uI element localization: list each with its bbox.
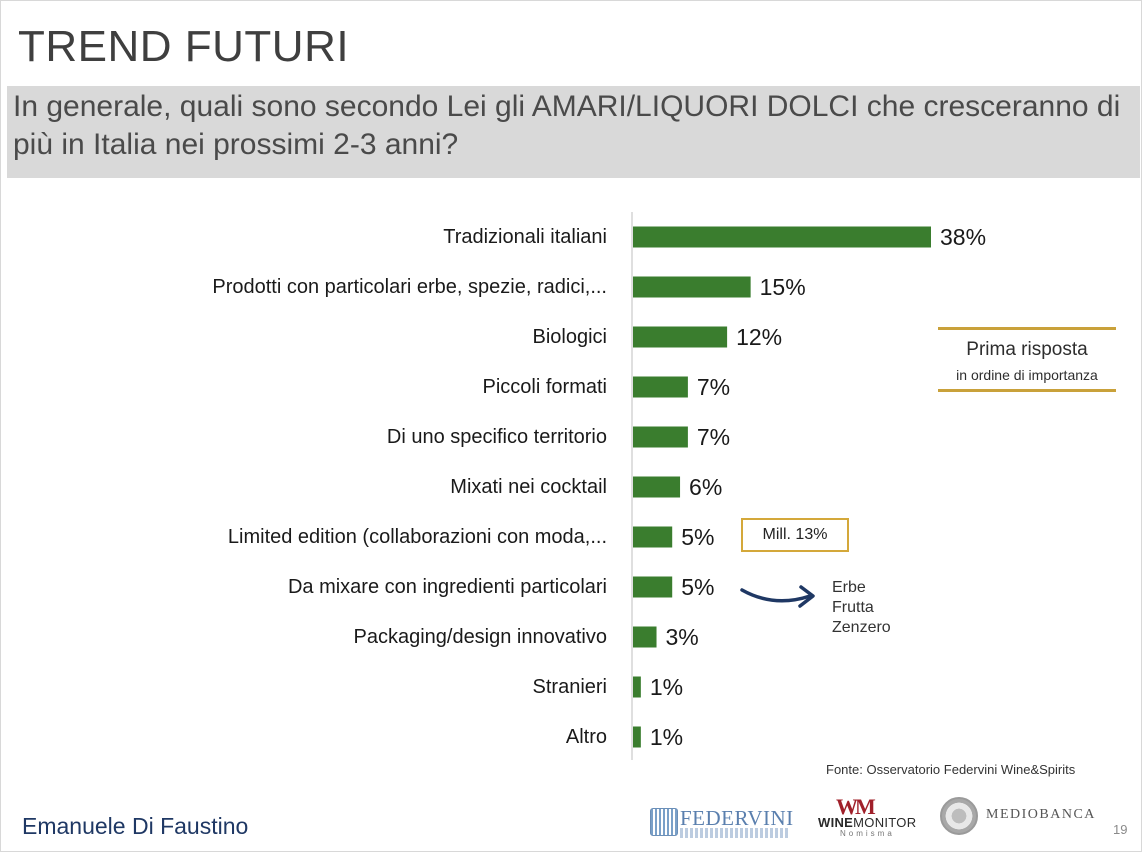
legend: Prima risposta in ordine di importanza: [938, 327, 1116, 393]
value-label: 7%: [697, 424, 730, 450]
value-label: 7%: [697, 374, 730, 400]
bar: [633, 376, 688, 398]
category-label: Prodotti con particolari erbe, spezie, r…: [212, 276, 607, 298]
winemonitor-logo-text: WINEMONITOR: [818, 815, 916, 830]
arrow-head: [798, 585, 815, 608]
legend-bottom-line: [938, 389, 1116, 392]
federvini-tagline: [680, 828, 788, 838]
federvini-logo-text: FEDERVINI: [680, 806, 794, 830]
category-label: Stranieri: [533, 676, 607, 698]
value-label: 5%: [681, 524, 714, 550]
question-banner: [7, 86, 1140, 178]
value-label: 5%: [681, 574, 714, 600]
category-label: Packaging/design innovativo: [353, 626, 607, 648]
value-label: 12%: [736, 324, 782, 350]
bar: [633, 326, 728, 348]
mediobanca-logo: MEDIOBANCA: [940, 797, 1096, 837]
bar: [633, 676, 641, 698]
bars-group: Tradizionali italiani 38% Prodotti con par…: [212, 224, 986, 750]
legend-top-line: [938, 327, 1116, 330]
federvini-emblem-icon: [650, 808, 678, 836]
winemonitor-bold: WINE: [818, 815, 854, 830]
value-label: 1%: [650, 674, 683, 700]
category-label: Tradizionali italiani: [443, 226, 607, 248]
bar: [633, 276, 751, 298]
category-label: Da mixare con ingredienti particolari: [288, 576, 607, 598]
mediobanca-seal-icon: [940, 797, 978, 835]
arrow-icon: [740, 588, 812, 603]
category-label: Altro: [566, 726, 607, 748]
millennials-badge: Mill. 13%: [741, 518, 849, 552]
survey-question: In generale, quali sono secondo Lei gli …: [13, 90, 1121, 161]
value-label: 3%: [666, 624, 699, 650]
slide-title: TREND FUTURI: [18, 22, 350, 71]
bar: [633, 726, 641, 748]
value-label: 6%: [689, 474, 722, 500]
category-label: Limited edition (collaborazioni con moda…: [228, 526, 607, 548]
category-label: Di uno specifico territorio: [387, 426, 607, 448]
bar: [633, 576, 673, 598]
author-name: Emanuele Di Faustino: [22, 813, 249, 839]
federvini-logo: FEDERVINI: [650, 806, 793, 840]
bar: [633, 226, 931, 248]
legend-subtitle: in ordine di importanza: [956, 367, 1098, 383]
winemonitor-logo: WM WINEMONITOR Nomisma: [816, 794, 916, 838]
page-number: 19: [1113, 822, 1128, 837]
category-label: Mixati nei cocktail: [450, 476, 607, 498]
value-label: 38%: [940, 224, 986, 250]
winemonitor-mark-icon: WM: [836, 794, 876, 819]
category-label: Biologici: [533, 326, 607, 348]
legend-title: Prima risposta: [966, 339, 1088, 360]
bar: [633, 426, 688, 448]
ingredient-item: Erbe: [832, 579, 866, 596]
mediobanca-logo-text: MEDIOBANCA: [986, 807, 1096, 822]
ingredient-item: Zenzero: [832, 619, 891, 636]
value-label: 15%: [760, 274, 806, 300]
value-label: 1%: [650, 724, 683, 750]
bar: [633, 626, 657, 648]
category-label: Piccoli formati: [483, 376, 607, 398]
source-note: Fonte: Osservatorio Federvini Wine&Spiri…: [826, 762, 1076, 777]
bar: [633, 526, 673, 548]
ingredients-note: Erbe Frutta Zenzero: [832, 578, 891, 638]
bar: [633, 476, 681, 498]
winemonitor-light: MONITOR: [853, 815, 917, 830]
ingredient-item: Frutta: [832, 599, 874, 616]
winemonitor-sub: Nomisma: [840, 829, 895, 838]
